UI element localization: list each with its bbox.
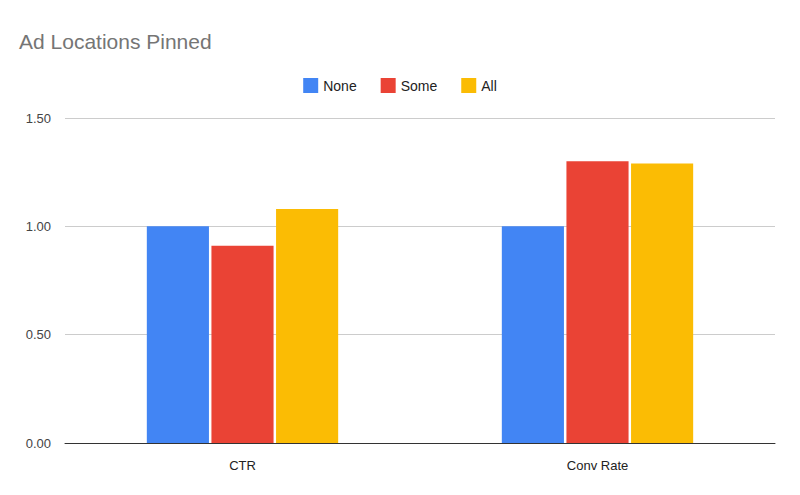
- svg-text:None: None: [323, 78, 357, 94]
- svg-text:0.50: 0.50: [26, 327, 51, 342]
- svg-text:Conv Rate: Conv Rate: [567, 458, 628, 473]
- svg-text:All: All: [481, 78, 497, 94]
- svg-text:Some: Some: [401, 78, 438, 94]
- svg-text:1.50: 1.50: [26, 111, 51, 126]
- svg-text:1.00: 1.00: [26, 219, 51, 234]
- svg-text:CTR: CTR: [229, 458, 256, 473]
- svg-text:Ad Locations Pinned: Ad Locations Pinned: [19, 30, 212, 53]
- svg-text:0.00: 0.00: [26, 436, 51, 451]
